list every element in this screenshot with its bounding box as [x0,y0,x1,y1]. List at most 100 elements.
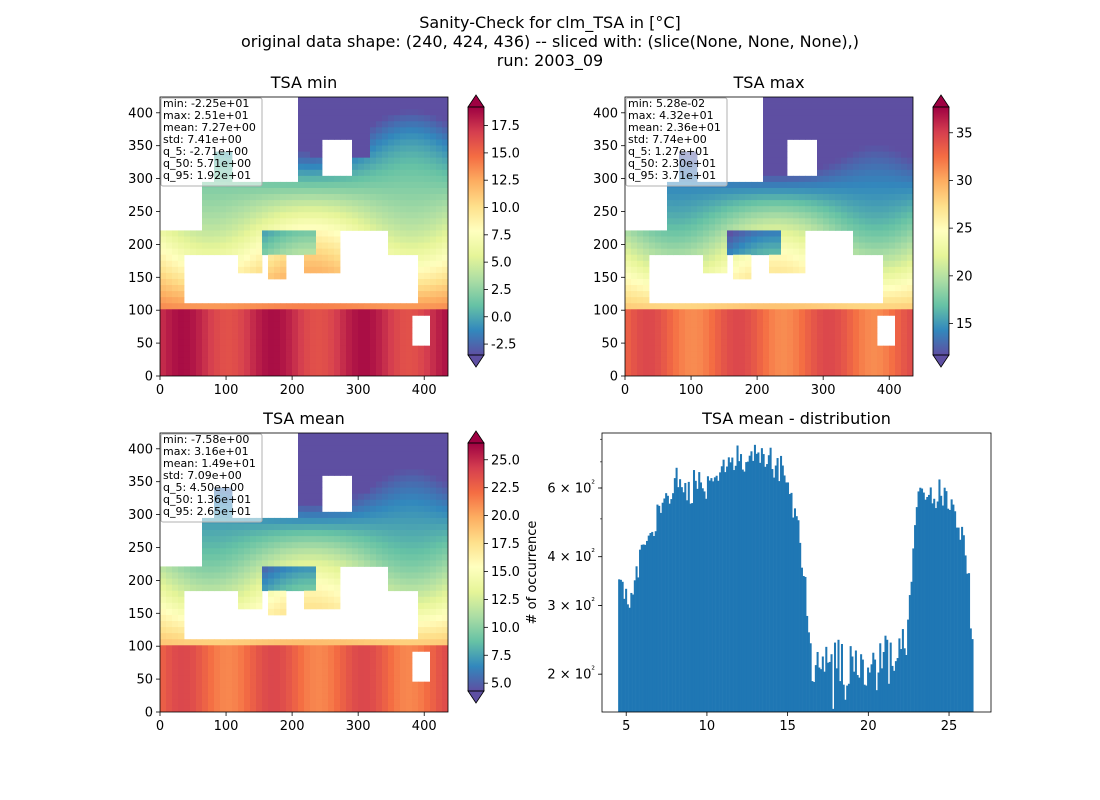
heatmap-cell [226,218,233,225]
heatmap-cell [871,194,878,201]
heatmap-cell [727,321,734,328]
heatmap-cell [370,327,377,334]
heatmap-cell [442,505,448,513]
heatmap-cell [286,200,293,207]
heatmap-cell [172,621,179,628]
heatmap-cell [178,596,185,604]
heatmap-cell [172,254,179,262]
heatmap-cell [853,212,860,219]
heatmap-cell [190,657,197,664]
heatmap-cell [292,321,299,328]
heatmap-cell [298,157,305,165]
heatmap-cell [418,511,425,519]
heatmap-cell [208,357,215,365]
heatmap-cell [382,445,389,452]
heatmap-cell [364,224,371,231]
heatmap-cell [406,699,413,707]
heatmap-cell [406,536,413,543]
heatmap-cell [316,536,323,543]
heatmap-cell [298,363,305,371]
heatmap-cell [334,651,341,658]
heatmap-cell [757,206,764,213]
heatmap-cell [847,157,854,165]
heatmap-cell [304,699,311,707]
heatmap-cell [256,200,263,207]
heatmap-cell [412,584,419,592]
heatmap-cell [346,327,353,334]
heatmap-cell [322,705,329,712]
heatmap-cell [208,218,215,225]
stats-box-frame [160,97,263,187]
heatmap-cell [262,339,269,347]
heatmap-cell [703,218,710,225]
heatmap-cell [649,369,656,376]
heatmap-cell [424,127,431,134]
heatmap-cell [274,572,281,579]
heatmap-cell [697,248,704,256]
stats-box-frame [625,97,728,187]
heatmap-cell [250,315,257,322]
heatmap-cell [865,175,872,183]
heatmap-cell [406,115,413,122]
heatmap-cell [430,242,437,250]
heatmap-cell [655,309,662,316]
heatmap-cell [316,309,323,316]
heatmap-cell [190,357,197,365]
heatmap-cell [823,109,830,116]
heatmap-cell [226,345,233,353]
heatmap-cell [304,457,311,464]
heatmap-cell [238,254,245,262]
heatmap-cell [196,242,203,250]
heatmap-cell [340,530,347,537]
heatmap-cell [244,351,251,359]
heatmap-cell [829,157,836,165]
heatmap-cell [274,669,281,677]
heatmap-cell [763,97,770,104]
heatmap-cell [400,127,407,134]
heatmap-cell [214,230,221,237]
heatmap-cell [853,139,860,146]
heatmap-cell [889,254,896,262]
heatmap-cell [178,645,185,652]
heatmap-cell [811,200,818,207]
heatmap-cell [394,194,401,201]
heatmap-cell [436,627,443,634]
heatmap-cell [388,578,395,586]
heatmap-cell [781,187,788,195]
heatmap-cell [166,278,173,286]
heatmap-cell [394,224,401,231]
heatmap-cell [280,639,287,646]
heatmap-cell [901,260,908,268]
heatmap-cell [817,97,824,104]
heatmap-cell [418,121,425,128]
y-tick-label: 300 [128,172,153,187]
heatmap-cell [751,309,758,316]
heatmap-cell [364,669,371,677]
heatmap-cell [793,224,800,231]
heatmap-cell [226,327,233,334]
heatmap-cell [310,169,317,177]
heatmap-cell [442,333,448,341]
heatmap-cell [394,169,401,177]
heatmap-cell [376,345,383,353]
heatmap-cell [649,321,656,328]
heatmap-cell [418,254,425,262]
heatmap-cell [631,272,638,280]
y-tick-label: 350 [593,139,618,154]
heatmap-cell [160,260,167,268]
heatmap-cell [166,266,173,274]
heatmap-cell [358,351,365,359]
heatmap-cell [190,705,197,712]
heatmap-cell [412,645,419,652]
histogram-bar [872,652,875,712]
heatmap-cell [907,103,913,110]
heatmap-cell [382,542,389,549]
heatmap-cell [232,645,239,652]
heatmap-cell [895,157,902,165]
heatmap-cell [727,351,734,359]
heatmap-cell [322,333,329,341]
stats-line: q_50: 1.36e+01 [163,493,251,506]
heatmap-cell [388,157,395,165]
heatmap-cell [400,687,407,695]
heatmap-cell [631,278,638,286]
